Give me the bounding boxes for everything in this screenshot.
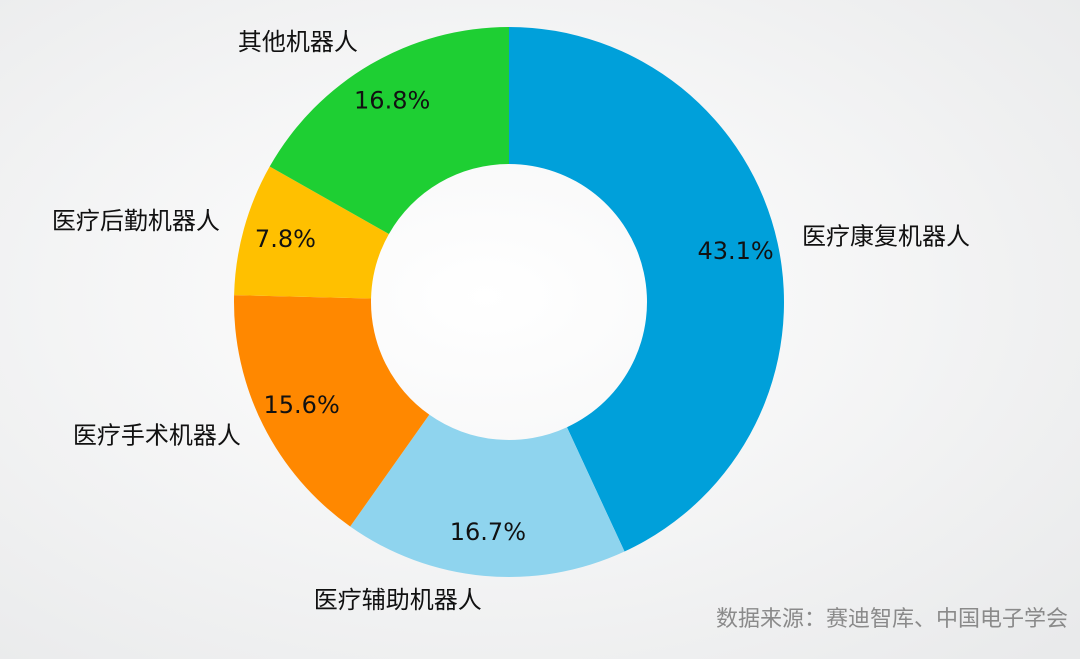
category-label: 医疗后勤机器人 [52,207,220,235]
category-label: 医疗辅助机器人 [314,586,482,614]
donut-slice [509,27,784,552]
value-label: 16.7% [450,518,526,546]
value-label: 16.8% [354,87,430,115]
donut-slice [234,295,430,527]
value-label: 15.6% [264,391,340,419]
category-label: 医疗康复机器人 [802,222,970,250]
source-note: 数据来源：赛迪智库、中国电子学会 [716,607,1068,632]
category-label: 医疗手术机器人 [73,422,241,450]
donut-slice [350,414,625,577]
category-label: 其他机器人 [238,28,358,56]
value-label: 43.1% [697,237,773,265]
donut-slice [234,166,389,299]
value-label: 7.8% [255,225,316,253]
donut-slice [269,27,509,235]
